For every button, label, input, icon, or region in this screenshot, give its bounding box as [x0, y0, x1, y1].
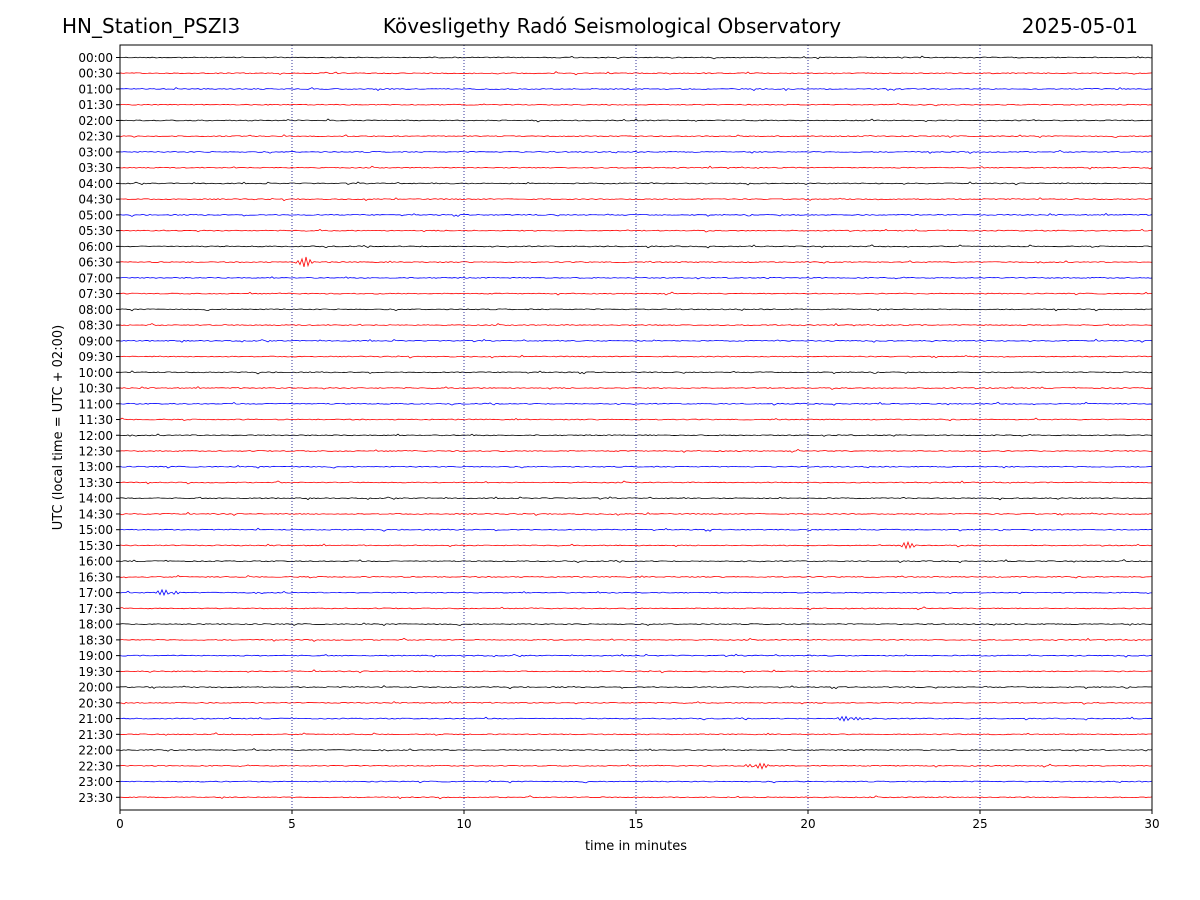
y-tick-label: 20:30: [78, 696, 113, 710]
x-axis-label: time in minutes: [585, 839, 687, 854]
x-tick-label: 20: [800, 817, 815, 831]
y-tick-label: 01:00: [78, 82, 113, 96]
trace-1900: [119, 653, 1153, 658]
y-tick-label: 10:00: [78, 366, 113, 380]
record-date: 2025-05-01: [1021, 14, 1138, 38]
y-tick-label: 06:30: [78, 256, 113, 270]
y-tick-label: 04:30: [78, 193, 113, 207]
y-tick-label: 16:00: [78, 555, 113, 569]
y-tick-label: 18:30: [78, 633, 113, 647]
x-tick-label: 0: [116, 817, 124, 831]
trace-1730: [119, 606, 1153, 611]
trace-1930: [119, 669, 1153, 674]
y-tick-label: 08:30: [78, 319, 113, 333]
trace-0700: [119, 276, 1153, 280]
y-tick-label: 19:30: [78, 665, 113, 679]
vertical-gridlines: [291, 45, 981, 810]
trace-2130: [119, 732, 1153, 736]
y-tick-label: 15:00: [78, 523, 113, 537]
y-tick-label: 20:00: [78, 681, 113, 695]
y-tick-label: 11:30: [78, 413, 113, 427]
x-tick-label: 15: [628, 817, 643, 831]
y-tick-label: 21:00: [78, 712, 113, 726]
trace-0330: [119, 165, 1153, 170]
trace-0900: [119, 338, 1153, 343]
y-tick-label: 04:00: [78, 177, 113, 191]
y-tick-label: 14:00: [78, 492, 113, 506]
y-tick-label: 07:00: [78, 271, 113, 285]
y-tick-label: 12:00: [78, 429, 113, 443]
y-tick-label: 03:00: [78, 145, 113, 159]
observatory-title: Kövesligethy Radó Seismological Observat…: [382, 14, 842, 38]
x-tick-label: 5: [288, 817, 296, 831]
trace-1030: [119, 386, 1153, 390]
y-tick-label: 17:30: [78, 602, 113, 616]
y-tick-label: 12:30: [78, 445, 113, 459]
trace-0130: [119, 103, 1153, 107]
y-tick-label: 08:00: [78, 303, 113, 317]
trace-0230: [119, 134, 1153, 139]
x-axis-ticks: 0 5 10 15 20 25 30: [116, 810, 1160, 831]
y-tick-label: 01:30: [78, 98, 113, 112]
y-tick-label: 19:00: [78, 649, 113, 663]
trace-2330: [119, 795, 1153, 800]
y-tick-label: 09:00: [78, 334, 113, 348]
trace-1130: [119, 417, 1153, 422]
y-tick-label: 14:30: [78, 507, 113, 521]
y-tick-label: 16:30: [78, 570, 113, 584]
y-tick-label: 02:30: [78, 130, 113, 144]
trace-2300: [119, 779, 1153, 784]
y-tick-label: 09:30: [78, 350, 113, 364]
y-tick-label: 21:30: [78, 728, 113, 742]
x-tick-label: 25: [972, 817, 987, 831]
trace-0300: [119, 149, 1153, 154]
trace-0100: [119, 87, 1153, 92]
trace-1300: [119, 465, 1153, 469]
y-tick-label: 03:30: [78, 161, 113, 175]
y-tick-label: 23:30: [78, 791, 113, 805]
y-tick-label: 15:30: [78, 539, 113, 553]
y-tick-label: 06:00: [78, 240, 113, 254]
y-tick-label: 00:30: [78, 67, 113, 81]
trace-1700: [119, 588, 1153, 597]
y-tick-label: 07:30: [78, 287, 113, 301]
station-name: HN_Station_PSZI3: [62, 14, 241, 38]
y-tick-label: 17:00: [78, 586, 113, 600]
y-tick-label: 22:30: [78, 759, 113, 773]
y-tick-label: 02:00: [78, 114, 113, 128]
y-tick-label: 22:00: [78, 744, 113, 758]
y-tick-label: 00:00: [78, 51, 113, 65]
y-tick-label: 05:30: [78, 224, 113, 238]
y-tick-label: 11:00: [78, 397, 113, 411]
y-tick-label: 23:00: [78, 775, 113, 789]
y-tick-label: 18:00: [78, 618, 113, 632]
trace-1500: [119, 527, 1153, 532]
x-tick-label: 10: [456, 817, 471, 831]
y-tick-label: 10:30: [78, 382, 113, 396]
trace-1530: [119, 540, 1153, 550]
y-tick-label: 13:30: [78, 476, 113, 490]
trace-0500: [119, 212, 1153, 217]
y-tick-label: 05:00: [78, 208, 113, 222]
y-tick-label: 13:00: [78, 460, 113, 474]
x-tick-label: 30: [1144, 817, 1159, 831]
y-axis-label: UTC (local time = UTC + 02:00): [51, 325, 66, 530]
trace-0930: [119, 354, 1153, 359]
trace-1100: [119, 401, 1153, 406]
trace-0730: [119, 291, 1153, 296]
